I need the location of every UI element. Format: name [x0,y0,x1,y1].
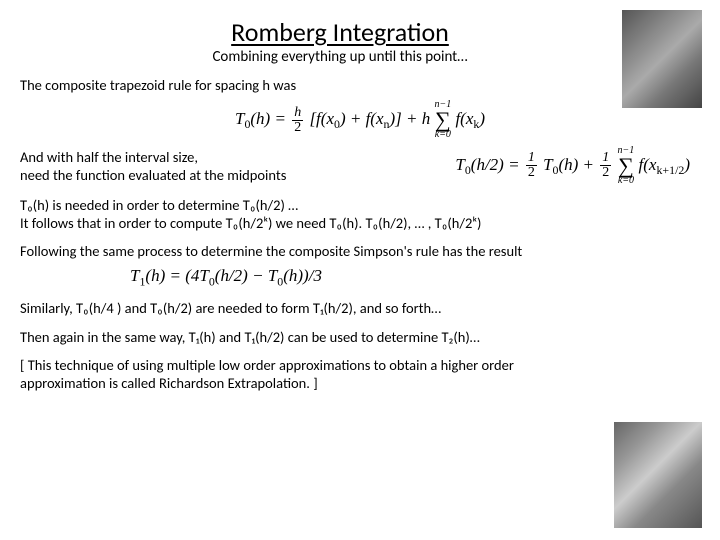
para-similarly: Similarly, T₀(h/4 ) and T₀(h/2) are need… [20,299,700,317]
formula-t0-h2: T0(h/2) = 12 T0(h) + 12 n−1∑k=0 f(xk+1/2… [306,146,700,186]
para-needed-b: It follows that in order to compute T₀(h… [20,214,700,232]
slide-title: Romberg Integration [80,16,600,48]
para-simpson-intro: Following the same process to determine … [20,242,700,260]
formula-t1-h: T1(h) = (4T0(h/2) − T0(h))/3 [20,266,700,289]
para-half-b: need the function evaluated at the midpo… [20,166,286,184]
para-needed-a: T₀(h) is needed in order to determine T₀… [20,196,700,214]
para-needed: T₀(h) is needed in order to determine T₀… [20,196,700,232]
portrait-bottom [614,422,702,528]
portrait-top [622,10,702,108]
slide-subtitle: Combining everything up until this point… [80,48,600,66]
para-then-again: Then again in the same way, T₁(h) and T₁… [20,328,700,346]
formula-t0-h: T0(h) = h2 [f(x0) + f(xn)] + h n−1∑k=0 f… [20,100,700,140]
half-interval-row: And with half the interval size, need th… [20,146,700,186]
para-half-a: And with half the interval size, [20,148,286,166]
para-richardson: [ This technique of using multiple low o… [20,356,580,392]
para-trapezoid-intro: The composite trapezoid rule for spacing… [20,76,700,94]
